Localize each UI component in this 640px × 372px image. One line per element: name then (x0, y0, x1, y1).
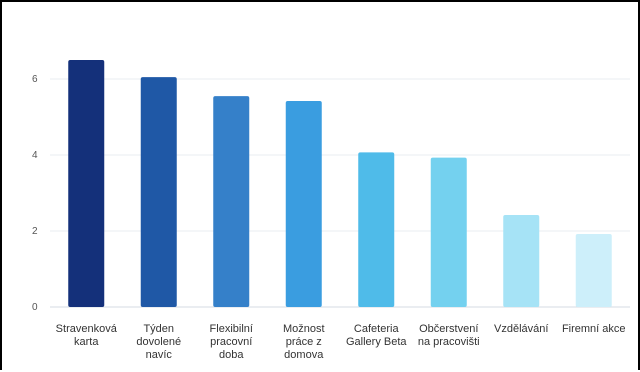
x-tick-label: Flexibilní pracovní doba (210, 323, 253, 361)
y-tick-label: 6 (32, 74, 38, 85)
x-tick-label: Možnost práce z domova (283, 323, 325, 361)
bar[interactable] (140, 77, 177, 307)
bar[interactable] (430, 157, 467, 307)
y-tick-label: 4 (32, 150, 38, 161)
bar[interactable] (213, 96, 250, 307)
x-tick-label-line: na pracovišti (418, 336, 480, 348)
x-tick-label-line: Flexibilní (210, 323, 253, 335)
x-tick-label-line: navíc (146, 349, 173, 361)
bar[interactable] (575, 234, 612, 307)
bar[interactable] (503, 215, 540, 307)
x-tick-label-line: karta (74, 336, 99, 348)
x-tick-label-line: Vzdělávání (494, 323, 548, 335)
x-tick-label: Stravenková karta (56, 323, 118, 348)
x-tick-label-line: Možnost (283, 323, 325, 335)
x-tick-label-line: dovolené (136, 336, 181, 348)
x-tick-label-line: pracovní (210, 336, 252, 348)
x-tick-label-line: Týden (143, 323, 174, 335)
x-tick-label-line: Gallery Beta (346, 336, 407, 348)
x-tick-label: Vzdělávání (494, 323, 548, 335)
bar[interactable] (285, 101, 322, 307)
x-tick-label-line: Cafeteria (354, 323, 400, 335)
y-tick-label: 0 (32, 302, 38, 313)
x-tick-label: Občerstvení na pracovišti (418, 323, 480, 348)
x-tick-label-line: Stravenková (56, 323, 118, 335)
bar[interactable] (68, 60, 105, 307)
x-tick-label-line: práce z (286, 336, 322, 348)
x-tick-label: Firemní akce (562, 323, 626, 335)
x-tick-label-line: Firemní akce (562, 323, 626, 335)
x-tick-label: Týden dovolené navíc (136, 323, 181, 361)
y-tick-label: 2 (32, 226, 38, 237)
x-tick-label: Cafeteria Gallery Beta (346, 323, 407, 348)
x-tick-label-line: Občerstvení (419, 323, 478, 335)
bar[interactable] (358, 152, 395, 307)
x-tick-label-line: doba (219, 349, 244, 361)
x-tick-label-line: domova (284, 349, 324, 361)
